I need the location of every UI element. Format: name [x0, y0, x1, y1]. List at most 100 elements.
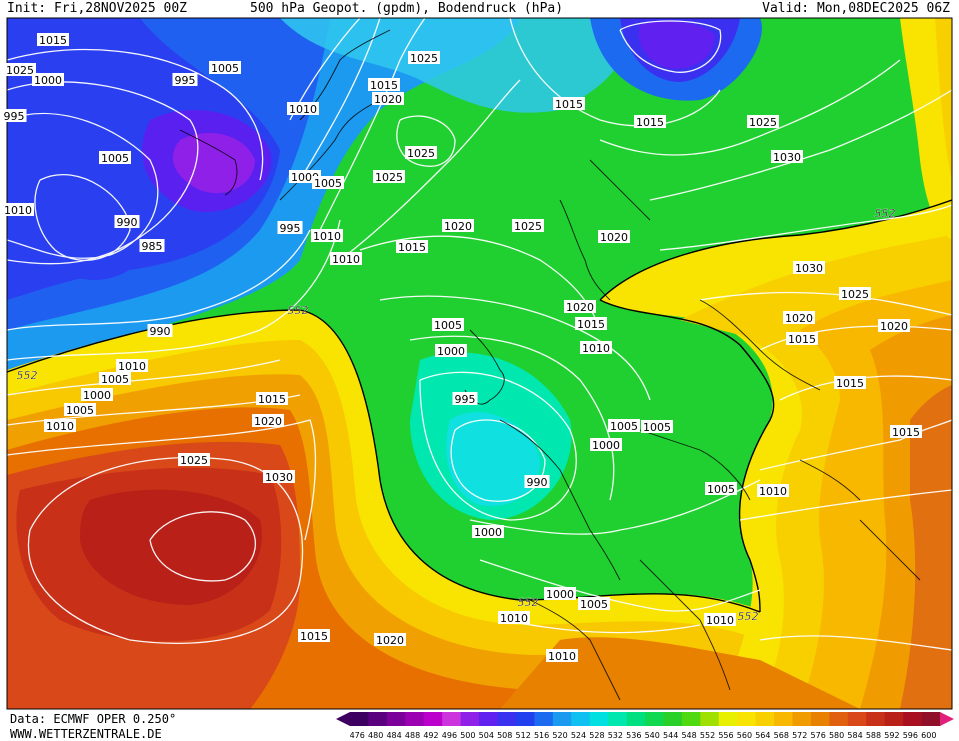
- colorbar-swatch: [405, 712, 425, 726]
- colorbar-tick-label: 516: [534, 731, 549, 740]
- svg-text:1010: 1010: [313, 230, 341, 243]
- isobar-label: 1015: [634, 115, 666, 129]
- colorbar-tick-label: 572: [792, 731, 807, 740]
- svg-text:1010: 1010: [759, 485, 787, 498]
- svg-text:1010: 1010: [332, 253, 360, 266]
- colorbar-swatch: [608, 712, 628, 726]
- isobar-label: 995: [277, 221, 303, 235]
- svg-text:1010: 1010: [582, 342, 610, 355]
- svg-text:1005: 1005: [434, 319, 462, 332]
- isobar-label: 1025: [512, 219, 544, 233]
- isobar-label: 1010: [498, 611, 530, 625]
- svg-text:1000: 1000: [546, 588, 574, 601]
- colorbar-tick-label: 556: [718, 731, 733, 740]
- svg-text:995: 995: [455, 393, 476, 406]
- colorbar-tick-label: 512: [516, 731, 531, 740]
- svg-text:1005: 1005: [643, 421, 671, 434]
- isobar-label: 1015: [37, 33, 69, 47]
- colorbar-swatch: [681, 712, 701, 726]
- colorbar-swatch: [718, 712, 738, 726]
- isobar-label: 1015: [575, 317, 607, 331]
- isobar-label: 990: [147, 324, 173, 338]
- svg-text:1005: 1005: [101, 373, 129, 386]
- colorbar-tick-label: 552: [700, 731, 715, 740]
- colorbar-swatch: [423, 712, 443, 726]
- contour-552-label: 552: [875, 207, 896, 220]
- svg-text:1015: 1015: [788, 333, 816, 346]
- colorbar-swatch: [847, 712, 867, 726]
- isobar-label: 1030: [263, 470, 295, 484]
- svg-text:1020: 1020: [880, 320, 908, 333]
- svg-text:1020: 1020: [444, 220, 472, 233]
- svg-text:990: 990: [527, 476, 548, 489]
- isobar-label: 1005: [64, 403, 96, 417]
- colorbar-swatch: [903, 712, 923, 726]
- svg-text:1015: 1015: [636, 116, 664, 129]
- isobar-label: 1010: [757, 484, 789, 498]
- colorbar-tick-label: 548: [681, 731, 696, 740]
- colorbar-swatch: [552, 712, 572, 726]
- isobar-label: 1015: [834, 376, 866, 390]
- isobar-label: 1025: [839, 287, 871, 301]
- colorbar-tick-label: 524: [571, 731, 586, 740]
- svg-text:1020: 1020: [566, 301, 594, 314]
- colorbar-tick-label: 580: [829, 731, 844, 740]
- isobar-label: 1030: [793, 261, 825, 275]
- colorbar-swatch: [810, 712, 830, 726]
- colorbar-tick-label: 500: [460, 731, 475, 740]
- isobar-label: 1020: [374, 633, 406, 647]
- isobar-label: 1025: [405, 146, 437, 160]
- svg-text:1015: 1015: [370, 79, 398, 92]
- svg-text:1005: 1005: [314, 177, 342, 190]
- data-source: Data: ECMWF OPER 0.250°: [10, 712, 177, 726]
- colorbar-tick-label: 488: [405, 731, 420, 740]
- svg-text:1020: 1020: [376, 634, 404, 647]
- colorbar-swatch: [921, 712, 941, 726]
- isobar-label: 1025: [4, 63, 36, 77]
- colorbar-tick-label: 492: [423, 731, 438, 740]
- isobar-label: 1010: [44, 419, 76, 433]
- svg-text:1010: 1010: [4, 204, 32, 217]
- isobar-label: 1025: [408, 51, 440, 65]
- colorbar-tick-label: 568: [774, 731, 789, 740]
- svg-text:1005: 1005: [610, 420, 638, 433]
- isobar-labels: 1015 1025 1005 1000 995 1015 1020 1010 1015 1015 1…: [1, 33, 922, 663]
- isobar-label: 1015: [396, 240, 428, 254]
- isobar-label: 1005: [312, 176, 344, 190]
- contour-552-label: 552: [518, 596, 539, 609]
- isobar-label: 1005: [99, 372, 131, 386]
- contour-552-label: 552: [738, 610, 759, 623]
- colorbar-swatch: [589, 712, 609, 726]
- colorbar-tick-label: 476: [350, 731, 365, 740]
- svg-text:1005: 1005: [211, 62, 239, 75]
- colorbar: 476 480 484 488 492 496 500 504 508 512 516 520 524 5…: [336, 712, 954, 740]
- isobar-label: 1005: [608, 419, 640, 433]
- colorbar-swatch: [737, 712, 757, 726]
- isobar-label: 1015: [368, 78, 400, 92]
- isobar-label: 990: [524, 475, 550, 489]
- colorbar-swatch: [350, 712, 369, 726]
- colorbar-swatch: [626, 712, 646, 726]
- isobar-label: 1010: [311, 229, 343, 243]
- svg-text:1015: 1015: [39, 34, 67, 47]
- isobar-label: 1010: [546, 649, 578, 663]
- colorbar-swatch: [792, 712, 812, 726]
- isobar-label: 1010: [116, 359, 148, 373]
- svg-text:1010: 1010: [548, 650, 576, 663]
- isobar-label: 1000: [32, 73, 64, 87]
- colorbar-swatch: [774, 712, 793, 726]
- colorbar-swatch: [571, 712, 591, 726]
- svg-text:1005: 1005: [101, 152, 129, 165]
- isobar-label: 995: [452, 392, 478, 406]
- isobar-label: 1010: [2, 203, 34, 217]
- colorbar-swatch: [479, 712, 498, 726]
- isobar-label: 995: [172, 73, 198, 87]
- svg-text:1025: 1025: [749, 116, 777, 129]
- isobar-label: 1005: [578, 597, 610, 611]
- isobar-label: 1005: [432, 318, 464, 332]
- isobar-label: 1010: [704, 613, 736, 627]
- colorbar-swatch: [755, 712, 775, 726]
- colorbar-swatch: [663, 712, 683, 726]
- svg-text:1010: 1010: [118, 360, 146, 373]
- colorbar-arrow-right: [940, 712, 954, 726]
